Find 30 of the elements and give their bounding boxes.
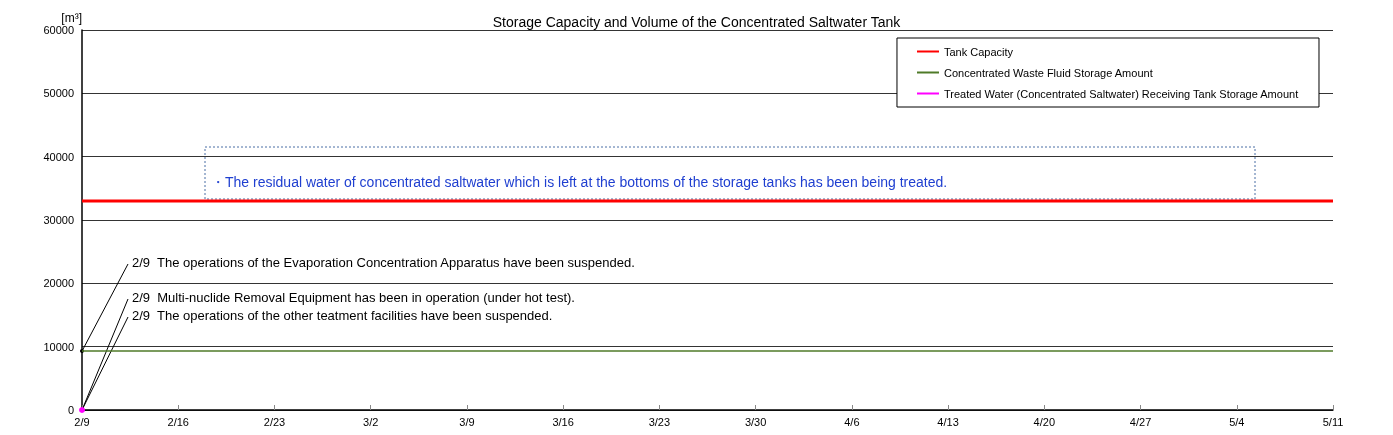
x-tick-label: 4/27 [1129, 415, 1152, 428]
y-tick-label: 50000 [43, 87, 74, 100]
y-tick-label: 60000 [43, 24, 74, 36]
x-tick-label: 4/20 [1033, 415, 1056, 428]
x-tick-label: 2/16 [167, 415, 189, 428]
x-tick-label: 2/23 [263, 415, 286, 428]
y-axis-title: [m³] [61, 11, 82, 25]
annotation: 2/9 The operations of the Evaporation Concentration Apparatus have been suspended. [132, 254, 635, 270]
y-tick-label: 10000 [43, 340, 74, 353]
annotation: 2/9 Multi-nuclide Removal Equipment has been in operation (under hot test). [132, 289, 575, 305]
y-tick-label: 0 [67, 404, 74, 416]
annotation: 2/9 The operations of the other teatment facilities have been suspended. [132, 307, 553, 323]
x-tick-label: 4/6 [844, 415, 860, 428]
x-tick-label: 3/30 [744, 415, 767, 428]
y-tick-label: 30000 [43, 214, 74, 226]
chart-title: Storage Capacity and Volume of the Concentrated Saltwater Tank [492, 14, 902, 30]
x-tick-label: 5/4 [1229, 415, 1245, 428]
annotation: ・The residual water of concentrated saltwater which is left at the bottoms of the storage tanks has been being treated. [211, 174, 948, 190]
x-tick-label: 3/16 [552, 415, 574, 428]
y-tick-label: 20000 [43, 277, 74, 290]
x-tick-label: 5/11 [1322, 415, 1344, 428]
x-tick-label: 3/2 [363, 415, 379, 428]
y-tick-label: 40000 [43, 150, 74, 163]
legend-label: Concentrated Waste Fluid Storage Amount [943, 66, 1153, 79]
x-tick-label: 4/13 [937, 415, 959, 428]
x-tick-label: 3/23 [648, 415, 671, 428]
x-tick-label: 2/9 [74, 415, 90, 428]
x-tick-label: 3/9 [459, 415, 475, 428]
legend-label: Tank Capacity [943, 45, 1014, 58]
legend-label: Treated Water (Concentrated Saltwater) Receiving Tank Storage Amount [943, 87, 1299, 100]
